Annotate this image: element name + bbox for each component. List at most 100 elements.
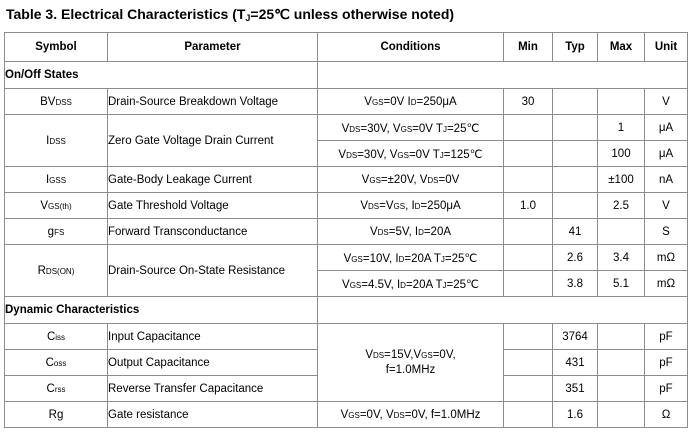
typ-cell [552,192,598,219]
table-row: gFS Forward Transconductance VDS=5V, ID=… [4,218,688,245]
max-cell: ±100 [597,166,645,193]
max-cell: 100 [597,140,645,167]
max-cell [597,349,645,376]
header-conditions: Conditions [317,32,504,62]
header-symbol: Symbol [4,32,108,62]
parameter-cell: Gate Threshold Voltage [107,192,318,219]
typ-cell: 3764 [552,323,598,350]
symbol-cell: gFS [4,218,108,245]
typ-cell: 41 [552,218,598,245]
unit-cell: pF [644,323,688,350]
parameter-cell: Gate resistance [107,401,318,428]
symbol-cell: IDSS [4,114,108,167]
typ-cell [552,114,598,141]
max-cell: 5.1 [597,270,645,297]
parameter-cell: Zero Gate Voltage Drain Current [107,114,318,167]
min-cell: 30 [503,88,553,115]
typ-cell: 3.8 [552,270,598,297]
section-row: On/Off States [4,61,688,89]
max-cell [597,88,645,115]
min-cell [503,323,553,350]
cap-cond-line2: f=1.0MHz [385,364,436,376]
symbol-cell: VGS(th) [4,192,108,219]
unit-cell: S [644,218,688,245]
unit-cell: mΩ [644,270,688,297]
header-typ: Typ [552,32,598,62]
cap-cond-line1: VDS=15V,VGS=0V, [365,349,456,361]
table-row: VDS=30V, VGS=0V TJ=125℃ 100 μA [5,140,688,167]
typ-cell: 351 [552,375,598,402]
conditions-cell: VGS=4.5V, ID=20A TJ=25℃ [317,270,504,297]
table-row: IDSS Zero Gate Voltage Drain Current VDS… [4,114,688,167]
max-cell: 3.4 [597,244,645,271]
unit-cell: nA [644,166,688,193]
min-cell [503,140,553,167]
parameter-cell: Reverse Transfer Capacitance [107,375,318,402]
section-dynamic: Dynamic Characteristics [4,296,318,324]
symbol-cell: Ciss [4,323,108,350]
section-fill [317,61,688,89]
table-row: VGS(th) Gate Threshold Voltage VDS=VGS, … [4,192,688,219]
min-cell [503,270,553,297]
table-row: BVDSS Drain-Source Breakdown Voltage VGS… [4,88,688,115]
table-row: VGS=4.5V, ID=20A TJ=25℃ 3.8 5.1 mΩ [5,270,688,297]
table-title: Table 3. Electrical Characteristics (TJ=… [6,6,454,23]
min-cell [503,166,553,193]
min-cell: 1.0 [503,192,553,219]
title-subscript: J [245,13,251,23]
unit-cell: Ω [644,401,688,428]
title-text: Table 3. Electrical Characteristics (T [6,6,246,22]
parameter-cell: Gate-Body Leakage Current [107,166,318,193]
symbol-cell: BVDSS [4,88,108,115]
conditions-cell: VDS=VGS, ID=250μA [317,192,504,219]
typ-cell: 431 [552,349,598,376]
table-row: Ciss Input Capacitance VDS=15V,VGS=0V, f=… [4,323,688,402]
symbol-cell: Crss [4,375,108,402]
symbol-cell: RDS(ON) [4,244,108,297]
symbol-cell: Rg [4,401,108,428]
conditions-cell: VGS=±20V, VDS=0V [317,166,504,193]
conditions-cell: VGS=10V, ID=20A TJ=25℃ [317,244,504,271]
min-cell [503,218,553,245]
table-row: IGSS Gate-Body Leakage Current VGS=±20V,… [4,166,688,193]
max-cell: 1 [597,114,645,141]
max-cell: 2.5 [597,192,645,219]
unit-cell: pF [644,375,688,402]
unit-cell: mΩ [644,244,688,271]
header-row: Symbol Parameter Conditions Min Typ Max … [4,32,688,62]
table-row: Rg Gate resistance VGS=0V, VDS=0V, f=1.0… [4,401,688,428]
unit-cell: V [644,192,688,219]
title-text-end: =25℃ unless otherwise noted) [250,6,455,22]
min-cell [503,244,553,271]
header-min: Min [503,32,553,62]
unit-cell: μA [644,114,688,141]
conditions-cell: VGS=0V ID=250μA [317,88,504,115]
electrical-characteristics-table: Symbol Parameter Conditions Min Typ Max … [4,32,688,428]
parameter-cell: Drain-Source Breakdown Voltage [107,88,318,115]
parameter-cell: Drain-Source On-State Resistance [107,244,318,297]
max-cell [597,401,645,428]
max-cell [597,323,645,350]
symbol-cell: Coss [4,349,108,376]
unit-cell: μA [644,140,688,167]
min-cell [503,349,553,376]
parameter-cell: Input Capacitance [107,323,318,350]
conditions-cell: VDS=30V, VGS=0V TJ=25℃ [317,114,504,141]
conditions-cell: VGS=0V, VDS=0V, f=1.0MHz [317,401,504,428]
typ-cell [552,166,598,193]
min-cell [503,114,553,141]
conditions-cell: VDS=30V, VGS=0V TJ=125℃ [317,140,504,167]
unit-cell: V [644,88,688,115]
parameter-cell: Output Capacitance [107,349,318,376]
conditions-cell: VDS=5V, ID=20A [317,218,504,245]
symbol-cell: IGSS [4,166,108,193]
section-onoff: On/Off States [4,61,318,89]
max-cell [597,375,645,402]
typ-cell: 2.6 [552,244,598,271]
max-cell [597,218,645,245]
min-cell [503,375,553,402]
table-row: RDS(ON) Drain-Source On-State Resistance… [4,244,688,297]
section-row: Dynamic Characteristics [4,296,688,324]
header-parameter: Parameter [107,32,318,62]
typ-cell: 1.6 [552,401,598,428]
